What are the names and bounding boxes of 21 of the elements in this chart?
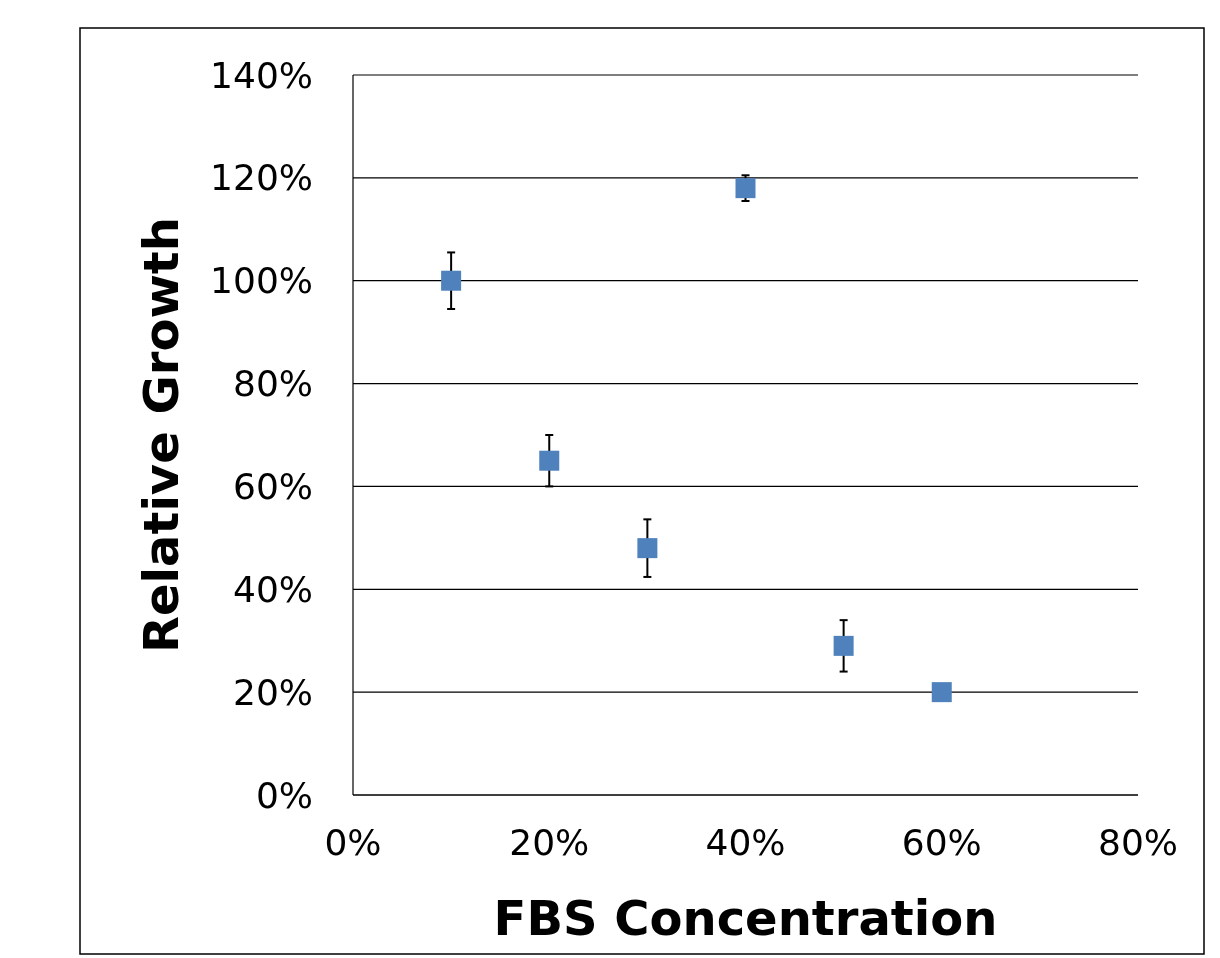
- y-tick-label: 80%: [232, 363, 313, 405]
- x-tick-label: 40%: [705, 822, 786, 863]
- point: [735, 178, 756, 199]
- y-tick-label: 60%: [232, 465, 313, 507]
- point: [637, 538, 658, 559]
- y-axis-title: Relative Growth: [133, 217, 189, 653]
- x-axis-title: FBS Concentration: [493, 890, 998, 946]
- y-tick-label: 100%: [210, 260, 313, 302]
- point: [539, 450, 560, 471]
- y-tick-label: 20%: [232, 671, 313, 713]
- y-tick-label: 40%: [232, 568, 313, 610]
- y-tick-label: 120%: [210, 157, 313, 199]
- x-tick-label: 0%: [324, 822, 382, 863]
- point: [931, 682, 952, 703]
- point: [441, 270, 462, 291]
- x-tick-label: 80%: [1097, 822, 1179, 863]
- y-tick-label: 140%: [210, 54, 313, 96]
- y-tick-label: 0%: [255, 774, 313, 816]
- point: [833, 635, 854, 656]
- x-tick-label: 60%: [901, 822, 982, 863]
- x-tick-label: 20%: [509, 822, 590, 863]
